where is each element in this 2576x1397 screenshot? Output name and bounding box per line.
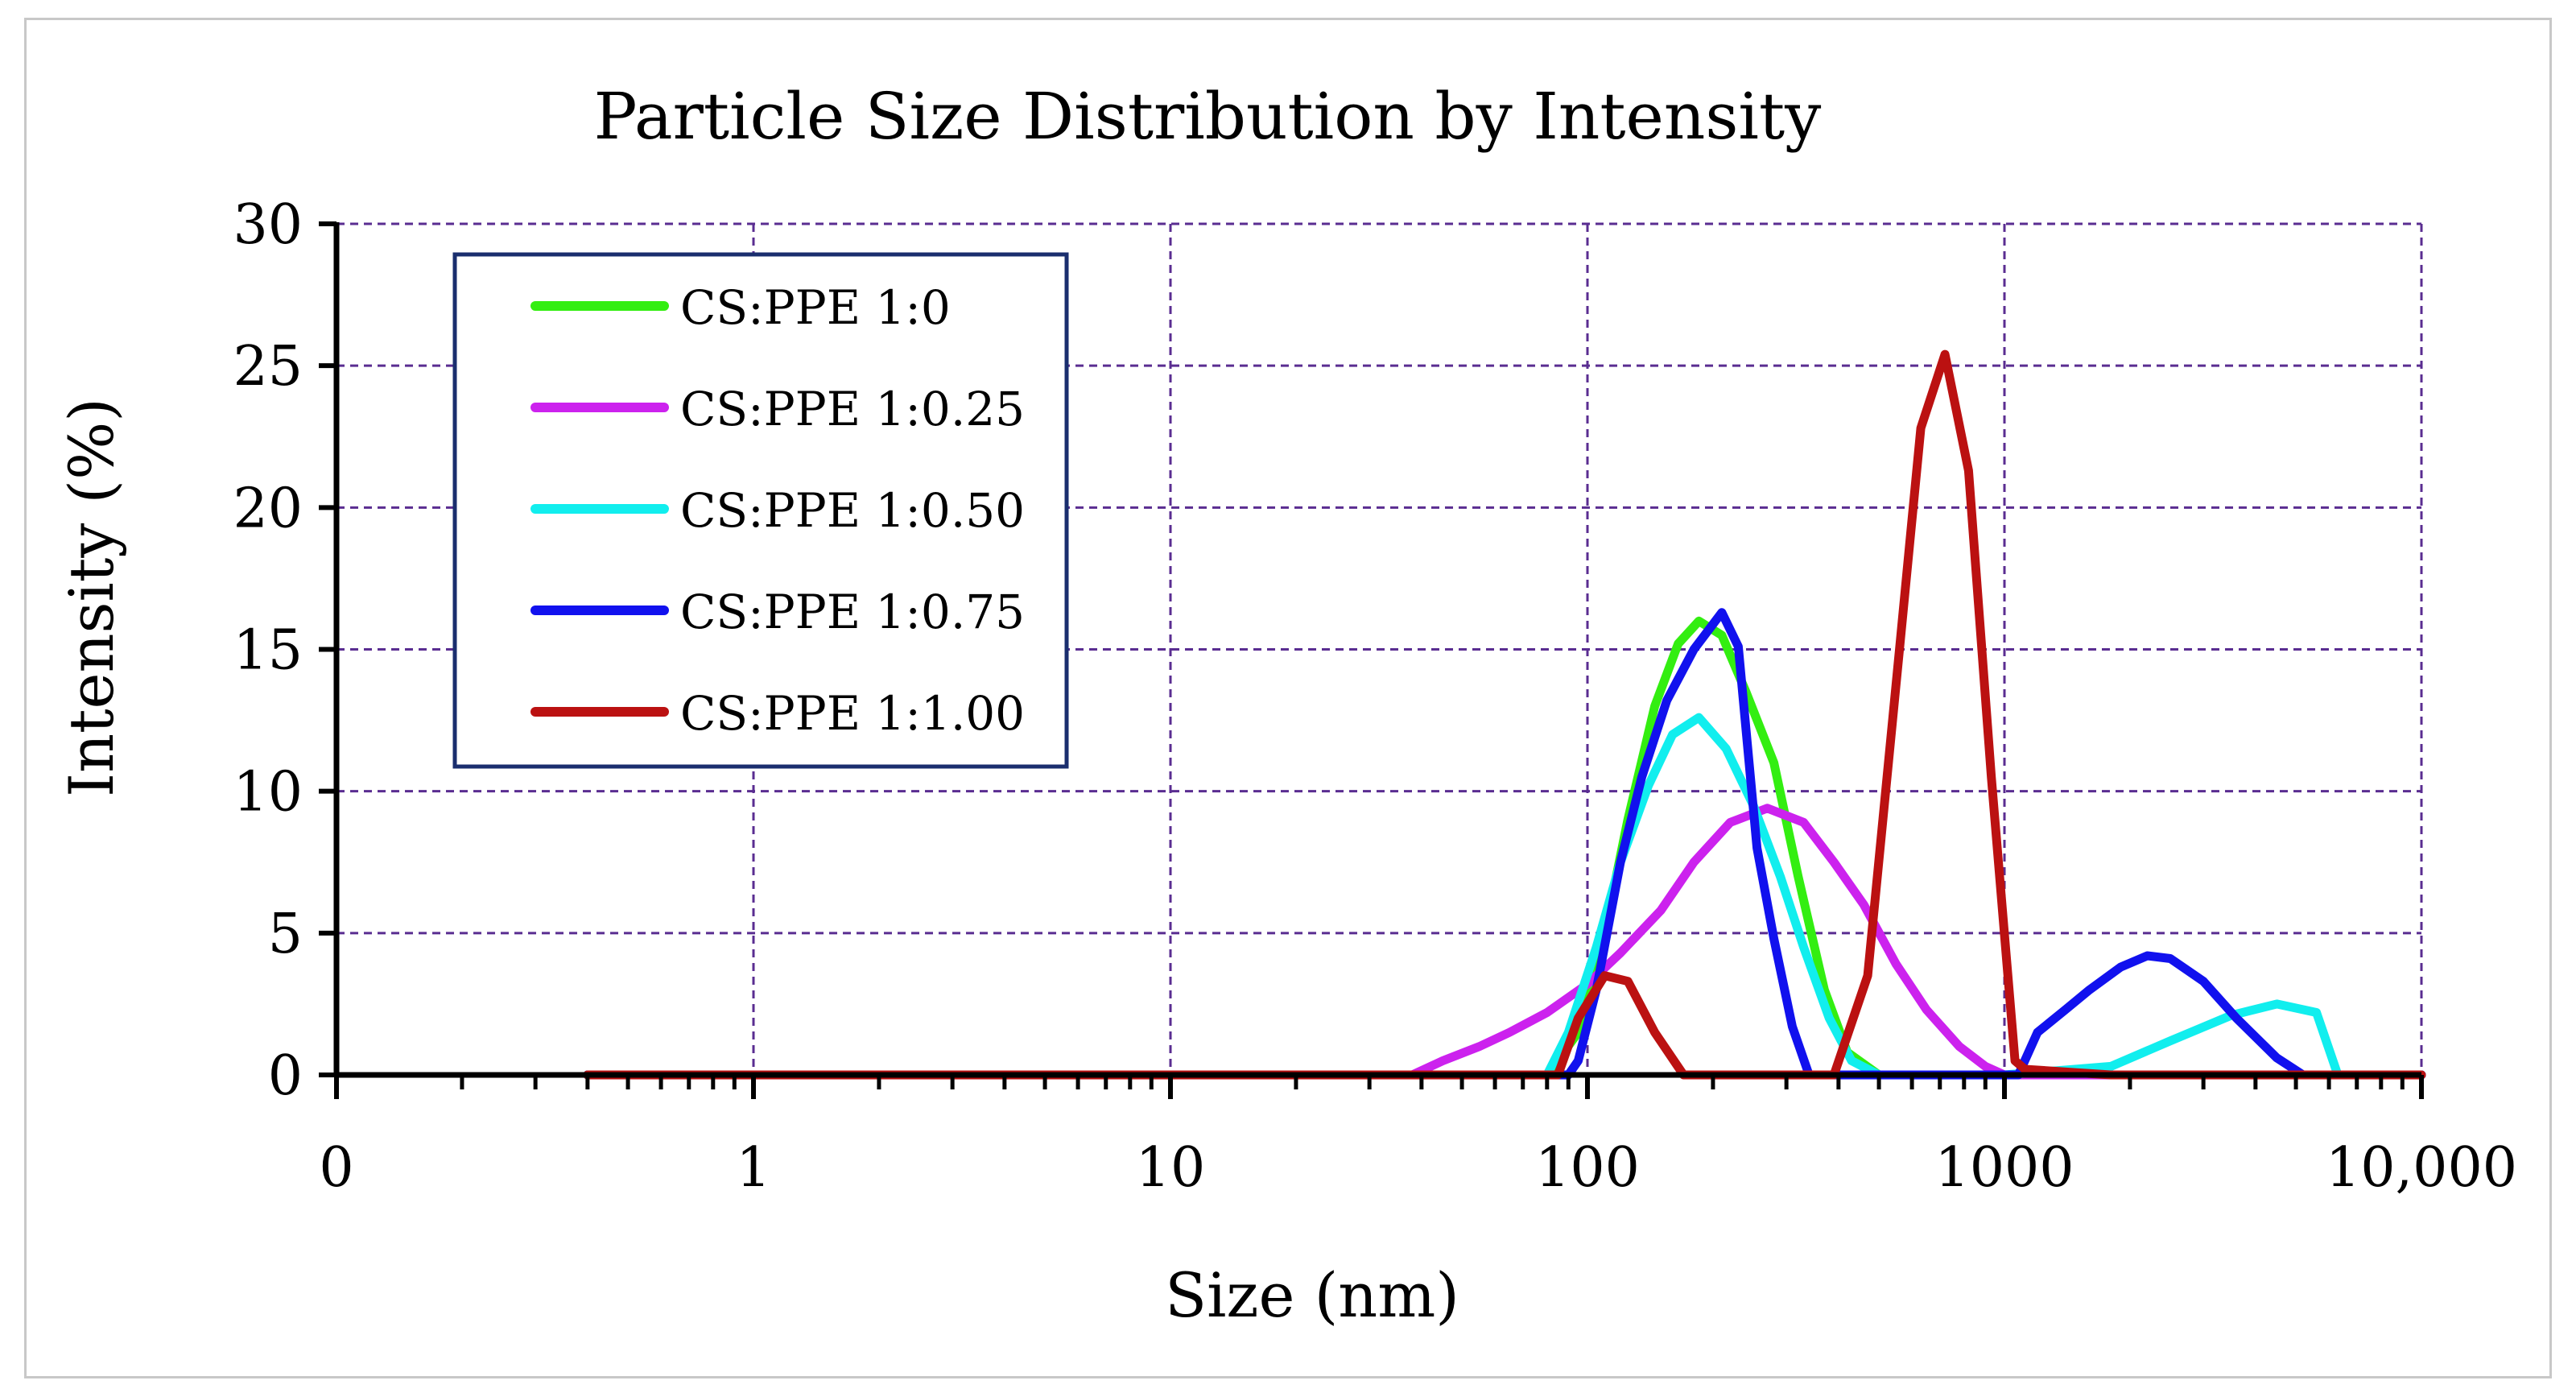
series-line-2 — [583, 804, 2426, 1080]
legend-label-1: CS:PPE 1:0 — [680, 280, 951, 335]
x-tick-label-10,000: 10,000 — [2326, 1136, 2517, 1200]
series-line-5 — [583, 349, 2426, 1080]
y-axis-label: Intensity (%) — [56, 398, 127, 797]
series-lines — [583, 349, 2426, 1080]
y-tick-label-20: 20 — [233, 477, 303, 540]
x-tick-label-10: 10 — [1136, 1136, 1206, 1200]
legend-label-5: CS:PPE 1:1.00 — [680, 686, 1025, 741]
chart-title: Particle Size Distribution by Intensity — [594, 79, 1822, 154]
legend: CS:PPE 1:0 CS:PPE 1:0.25 CS:PPE 1:0.50 CS:P… — [452, 252, 1069, 769]
legend-label-2: CS:PPE 1:0.25 — [680, 382, 1025, 436]
legend-label-3: CS:PPE 1:0.50 — [680, 483, 1025, 538]
x-tick-label-0: 0 — [319, 1136, 353, 1200]
y-tick-label-0: 0 — [268, 1044, 303, 1108]
x-tick-label-100: 100 — [1535, 1136, 1640, 1200]
x-tick-label-1000: 1000 — [1934, 1136, 2074, 1200]
y-tick-label-5: 5 — [268, 903, 303, 966]
y-tick-label-10: 10 — [233, 761, 303, 825]
series-line-3 — [583, 713, 2426, 1080]
x-tick-label-1: 1 — [736, 1136, 770, 1200]
legend-label-4: CS:PPE 1:0.75 — [680, 585, 1025, 639]
x-axis-label: Size (nm) — [1165, 1259, 1459, 1331]
axes: 0 5 10 15 20 25 30 0 1 10 100 1000 10,000 — [233, 193, 2517, 1200]
y-tick-label-25: 25 — [233, 335, 303, 399]
chart-frame — [24, 18, 2552, 1378]
y-tick-label-30: 30 — [233, 193, 303, 257]
y-tick-label-15: 15 — [233, 619, 303, 683]
